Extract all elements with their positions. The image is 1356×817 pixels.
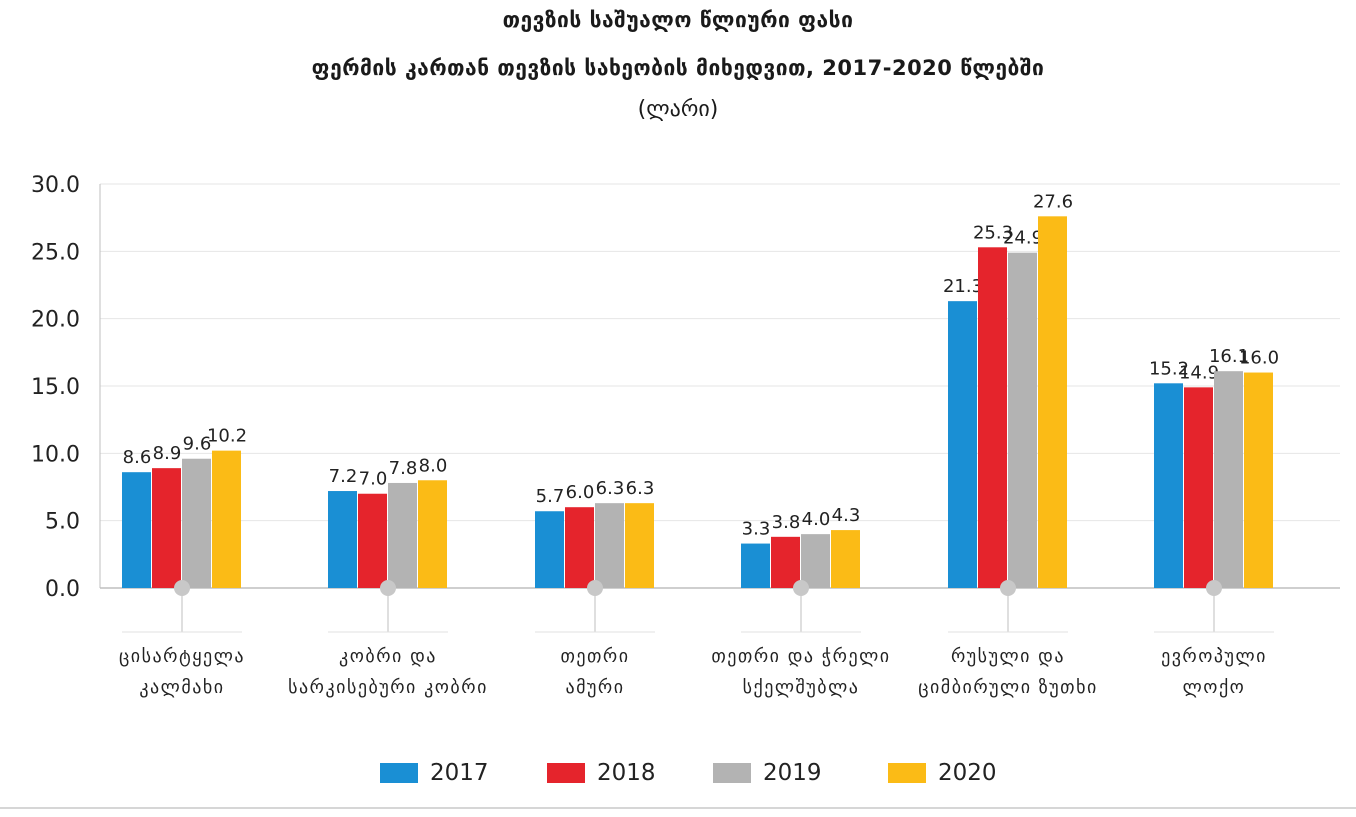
chart-unit-label: (ლარი) xyxy=(637,97,719,122)
legend-item-2017: 2017 xyxy=(380,755,489,791)
x-category-label: ლოქო xyxy=(1183,677,1246,698)
data-label: 6.3 xyxy=(596,478,625,499)
bar-2020 xyxy=(212,450,241,588)
data-label: 7.0 xyxy=(359,469,388,490)
legend-label-2017: 2017 xyxy=(430,760,489,786)
data-label: 24.9 xyxy=(1003,228,1043,249)
x-category-label: თეთრი და ჭრელი xyxy=(711,646,890,667)
bar-2017 xyxy=(122,472,151,588)
legend-item-2020: 2020 xyxy=(888,755,997,791)
data-label: 5.7 xyxy=(536,486,565,507)
data-label: 25.3 xyxy=(973,222,1013,243)
bar-2020 xyxy=(1244,372,1273,588)
bar-2020 xyxy=(831,530,860,588)
y-tick-label: 10.0 xyxy=(31,442,80,467)
y-tick-label: 20.0 xyxy=(31,308,80,333)
legend-item-2019: 2019 xyxy=(713,755,822,791)
bar-2019 xyxy=(801,534,830,588)
data-label: 3.3 xyxy=(742,519,771,540)
data-label: 8.0 xyxy=(419,455,448,476)
category-tick-dot xyxy=(174,580,190,596)
x-category-label: სქელშუბლა xyxy=(743,677,860,698)
bar-2020 xyxy=(625,503,654,588)
x-category-label: კობრი და xyxy=(339,646,437,667)
category-tick-dot xyxy=(1000,580,1016,596)
x-category-label: ციმბირული ზუთხი xyxy=(918,677,1098,698)
bar-2017 xyxy=(1154,383,1183,588)
data-label: 8.9 xyxy=(153,443,182,464)
data-label: 6.0 xyxy=(566,482,595,503)
bar-2018 xyxy=(771,536,800,588)
chart-legend: 2017 2018 2019 2020 xyxy=(0,755,1356,791)
x-category-label: კალმახი xyxy=(139,677,224,698)
x-category-label: ევროპული xyxy=(1161,646,1267,667)
data-label: 21.3 xyxy=(943,276,983,297)
legend-label-2019: 2019 xyxy=(763,760,822,786)
chart-title-line1: თევზის საშუალო წლიური ფასი xyxy=(502,8,854,32)
bar-2019 xyxy=(595,503,624,588)
x-category-label: ამური xyxy=(565,677,624,698)
bar-2019 xyxy=(388,482,417,588)
data-label: 10.2 xyxy=(207,426,247,447)
data-label: 16.0 xyxy=(1239,348,1279,369)
bar-2018 xyxy=(978,247,1007,588)
legend-item-2018: 2018 xyxy=(547,755,656,791)
data-label: 7.2 xyxy=(329,466,358,487)
y-tick-label: 25.0 xyxy=(31,240,80,265)
bar-2019 xyxy=(182,458,211,588)
x-category-label: რუსული და xyxy=(951,646,1065,667)
data-label: 9.6 xyxy=(183,434,212,455)
bar-2018 xyxy=(1184,387,1213,588)
data-label: 27.6 xyxy=(1033,191,1073,212)
legend-swatch-2017 xyxy=(380,763,418,783)
legend-swatch-2018 xyxy=(547,763,585,783)
category-tick-dot xyxy=(1206,580,1222,596)
bar-2018 xyxy=(152,468,181,588)
bar-chart: 0.0 5.0 10.0 15.0 20.0 25.0 30.0 8.6 8.9 9.610.2 ც… xyxy=(31,173,1340,698)
data-label: 14.9 xyxy=(1179,362,1219,383)
legend-label-2018: 2018 xyxy=(597,760,656,786)
y-tick-label: 15.0 xyxy=(31,375,80,400)
bar-2020 xyxy=(1038,216,1067,588)
data-label: 8.6 xyxy=(123,447,152,468)
bar-2017 xyxy=(328,491,357,588)
bar-2017 xyxy=(741,543,770,588)
data-label: 15.2 xyxy=(1149,358,1189,379)
bar-2017 xyxy=(535,511,564,588)
bar-2019 xyxy=(1008,252,1037,588)
bar-2018 xyxy=(358,493,387,588)
data-label: 3.8 xyxy=(772,512,801,533)
category-tick-dot xyxy=(793,580,809,596)
data-label: 4.3 xyxy=(832,505,861,526)
bottom-divider xyxy=(0,807,1356,809)
data-label: 7.8 xyxy=(389,458,418,479)
y-tick-label: 30.0 xyxy=(31,173,80,198)
x-category-label: თეთრი xyxy=(560,646,629,667)
legend-swatch-2019 xyxy=(713,763,751,783)
data-label: 4.0 xyxy=(802,509,831,530)
bar-2019 xyxy=(1214,371,1243,588)
y-tick-label: 0.0 xyxy=(45,577,80,602)
y-tick-label: 5.0 xyxy=(45,510,80,535)
x-category-label: სარკისებური კობრი xyxy=(288,677,488,698)
bar-2018 xyxy=(565,507,594,588)
legend-swatch-2020 xyxy=(888,763,926,783)
data-label: 6.3 xyxy=(626,478,655,499)
x-category-label: ცისარტყელა xyxy=(119,646,245,667)
category-tick-dot xyxy=(587,580,603,596)
data-label: 16.1 xyxy=(1209,346,1249,367)
chart-title-line2: ფერმის კართან თევზის სახეობის მიხედვით, … xyxy=(311,56,1045,80)
legend-label-2020: 2020 xyxy=(938,760,997,786)
bar-2017 xyxy=(948,301,977,588)
category-tick-dot xyxy=(380,580,396,596)
bar-2020 xyxy=(418,480,447,588)
